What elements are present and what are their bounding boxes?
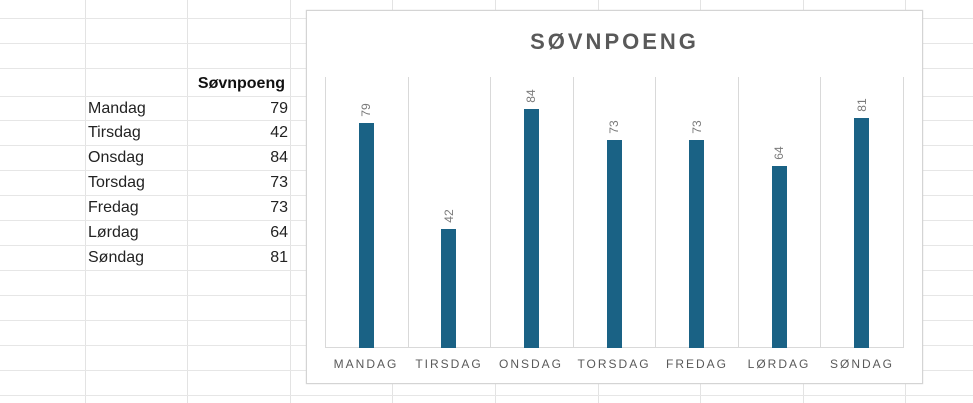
bar-fredag[interactable]: [689, 140, 704, 348]
bar-torsdag[interactable]: [607, 140, 622, 348]
cell-value[interactable]: 81: [270, 249, 288, 266]
axis-label-fredag: FREDAG: [665, 357, 728, 371]
chart-title[interactable]: SØVNPOENG: [530, 29, 699, 54]
category-separator: [738, 77, 739, 348]
cell-day[interactable]: Lørdag: [88, 224, 139, 241]
category-separator: [573, 77, 574, 348]
column-gridline: [85, 0, 86, 403]
plot-area[interactable]: 79 MANDAG 42 TIRSDAG 84 ONSDAG 73 TORSDAG 73 FRED…: [325, 77, 904, 371]
cell-day[interactable]: Torsdag: [88, 174, 145, 191]
data-label: 79: [359, 103, 373, 117]
column-gridline: [187, 0, 188, 403]
bar-tirsdag[interactable]: [441, 229, 456, 348]
cell-day[interactable]: Mandag: [88, 100, 146, 117]
category-separator: [408, 77, 409, 348]
data-label: 73: [690, 120, 704, 134]
row-gridline: [0, 395, 973, 396]
cell-day[interactable]: Fredag: [88, 199, 139, 216]
cell-value[interactable]: 79: [270, 100, 288, 117]
axis-label-lørdag: LØRDAG: [747, 357, 811, 371]
data-label: 84: [524, 89, 538, 103]
category-separator: [820, 77, 821, 348]
bar-onsdag[interactable]: [524, 109, 539, 348]
cell-value[interactable]: 64: [270, 224, 288, 241]
axis-label-søndag: SØNDAG: [829, 357, 894, 371]
category-separator: [325, 77, 326, 348]
data-label: 73: [607, 120, 621, 134]
cell-day[interactable]: Tirsdag: [88, 124, 141, 141]
category-separator: [655, 77, 656, 348]
axis-label-tirsdag: TIRSDAG: [415, 357, 483, 371]
data-label: 81: [855, 98, 869, 112]
column-header-sovnpoeng[interactable]: Søvnpoeng: [197, 75, 285, 92]
cell-value[interactable]: 73: [270, 199, 288, 216]
data-label: 42: [442, 209, 456, 223]
axis-label-torsdag: TORSDAG: [577, 357, 651, 371]
axis-label-onsdag: ONSDAG: [498, 357, 563, 371]
cell-day[interactable]: Onsdag: [88, 149, 145, 166]
cell-value[interactable]: 42: [270, 124, 288, 141]
cell-value[interactable]: 73: [270, 174, 288, 191]
cell-value[interactable]: 84: [270, 149, 288, 166]
category-separator: [490, 77, 491, 348]
bar-chart[interactable]: SØVNPOENG 79 MANDAG 42 TIRSDAG 84 ONSDAG 73 TOR…: [306, 10, 923, 384]
data-label: 64: [772, 146, 786, 160]
axis-label-mandag: MANDAG: [333, 357, 399, 371]
bar-lørdag[interactable]: [772, 166, 787, 348]
bar-søndag[interactable]: [854, 118, 869, 348]
bar-mandag[interactable]: [359, 123, 374, 348]
cell-day[interactable]: Søndag: [88, 249, 145, 266]
column-gridline: [290, 0, 291, 403]
category-separator: [903, 77, 904, 348]
